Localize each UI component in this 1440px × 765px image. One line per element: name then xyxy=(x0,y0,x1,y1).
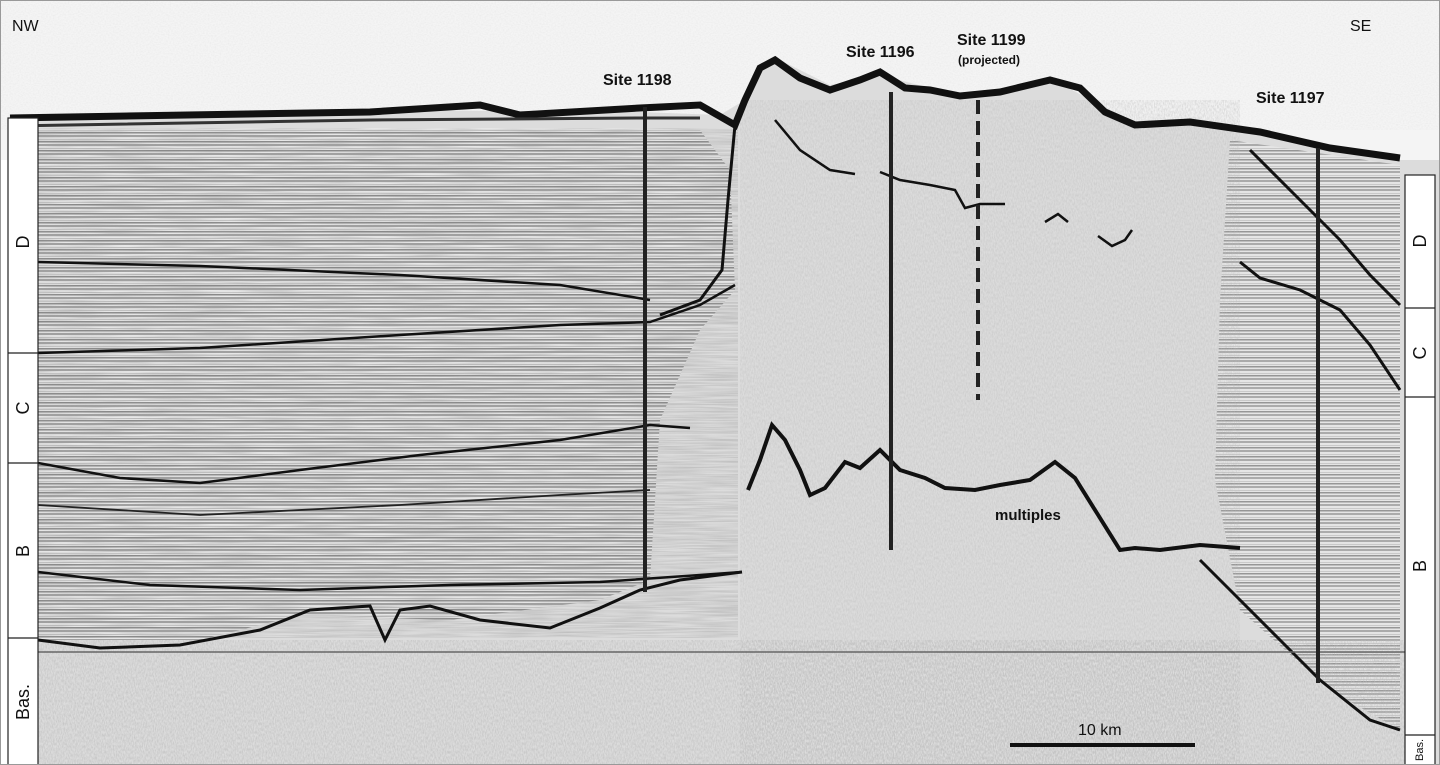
central-reflector-4 xyxy=(1097,229,1134,248)
reflector-b-lower xyxy=(37,570,743,592)
stratified-layers-east xyxy=(1215,140,1400,730)
scale-bar-label: 10 km xyxy=(1078,722,1122,739)
reflector-cb-boundary xyxy=(37,423,691,485)
unit-label-right-b: B xyxy=(1410,560,1430,573)
basement-noise xyxy=(38,640,1408,765)
top-of-basement-east xyxy=(1198,558,1401,732)
site-1198-label: Site 1198 xyxy=(603,72,672,89)
reflector-d-internal xyxy=(37,260,651,302)
unit-label-right-c: C xyxy=(1410,346,1430,360)
central-reflector-3 xyxy=(1044,212,1069,224)
unit-column-left xyxy=(7,117,39,765)
unit-label-left-c: C xyxy=(13,401,33,415)
top-of-basement-west xyxy=(37,570,743,650)
stratified-noise-west xyxy=(38,128,738,638)
reflector-d-east xyxy=(1248,148,1402,307)
central-reflector-1 xyxy=(774,119,856,176)
site-1197-label: Site 1197 xyxy=(1256,90,1325,107)
seafloor-secondary xyxy=(9,116,700,128)
direction-nw: NW xyxy=(12,18,39,35)
site-1196-label: Site 1196 xyxy=(846,44,915,61)
reflector-b-internal xyxy=(37,489,651,516)
unit-label-left-d: D xyxy=(13,235,33,249)
fault-scarp xyxy=(659,124,737,317)
central-reflector-2 xyxy=(879,170,1005,210)
multiples-label: multiples xyxy=(995,507,1061,524)
site-1199-projected-note: (projected) xyxy=(958,53,1021,67)
seafloor-reflector xyxy=(9,55,1401,162)
unit-label-right-d: D xyxy=(1410,234,1430,248)
reflector-dc-boundary xyxy=(37,283,736,355)
site-1199-label: Site 1199 xyxy=(957,32,1026,49)
unit-label-left-b: B xyxy=(13,545,33,558)
unit-column-right xyxy=(1404,174,1436,765)
unit-label-right-bas: Bas. xyxy=(1414,739,1426,762)
unit-label-left-bas: Bas. xyxy=(13,683,33,721)
direction-se: SE xyxy=(1350,18,1372,35)
multiples-reflector xyxy=(746,421,1241,553)
